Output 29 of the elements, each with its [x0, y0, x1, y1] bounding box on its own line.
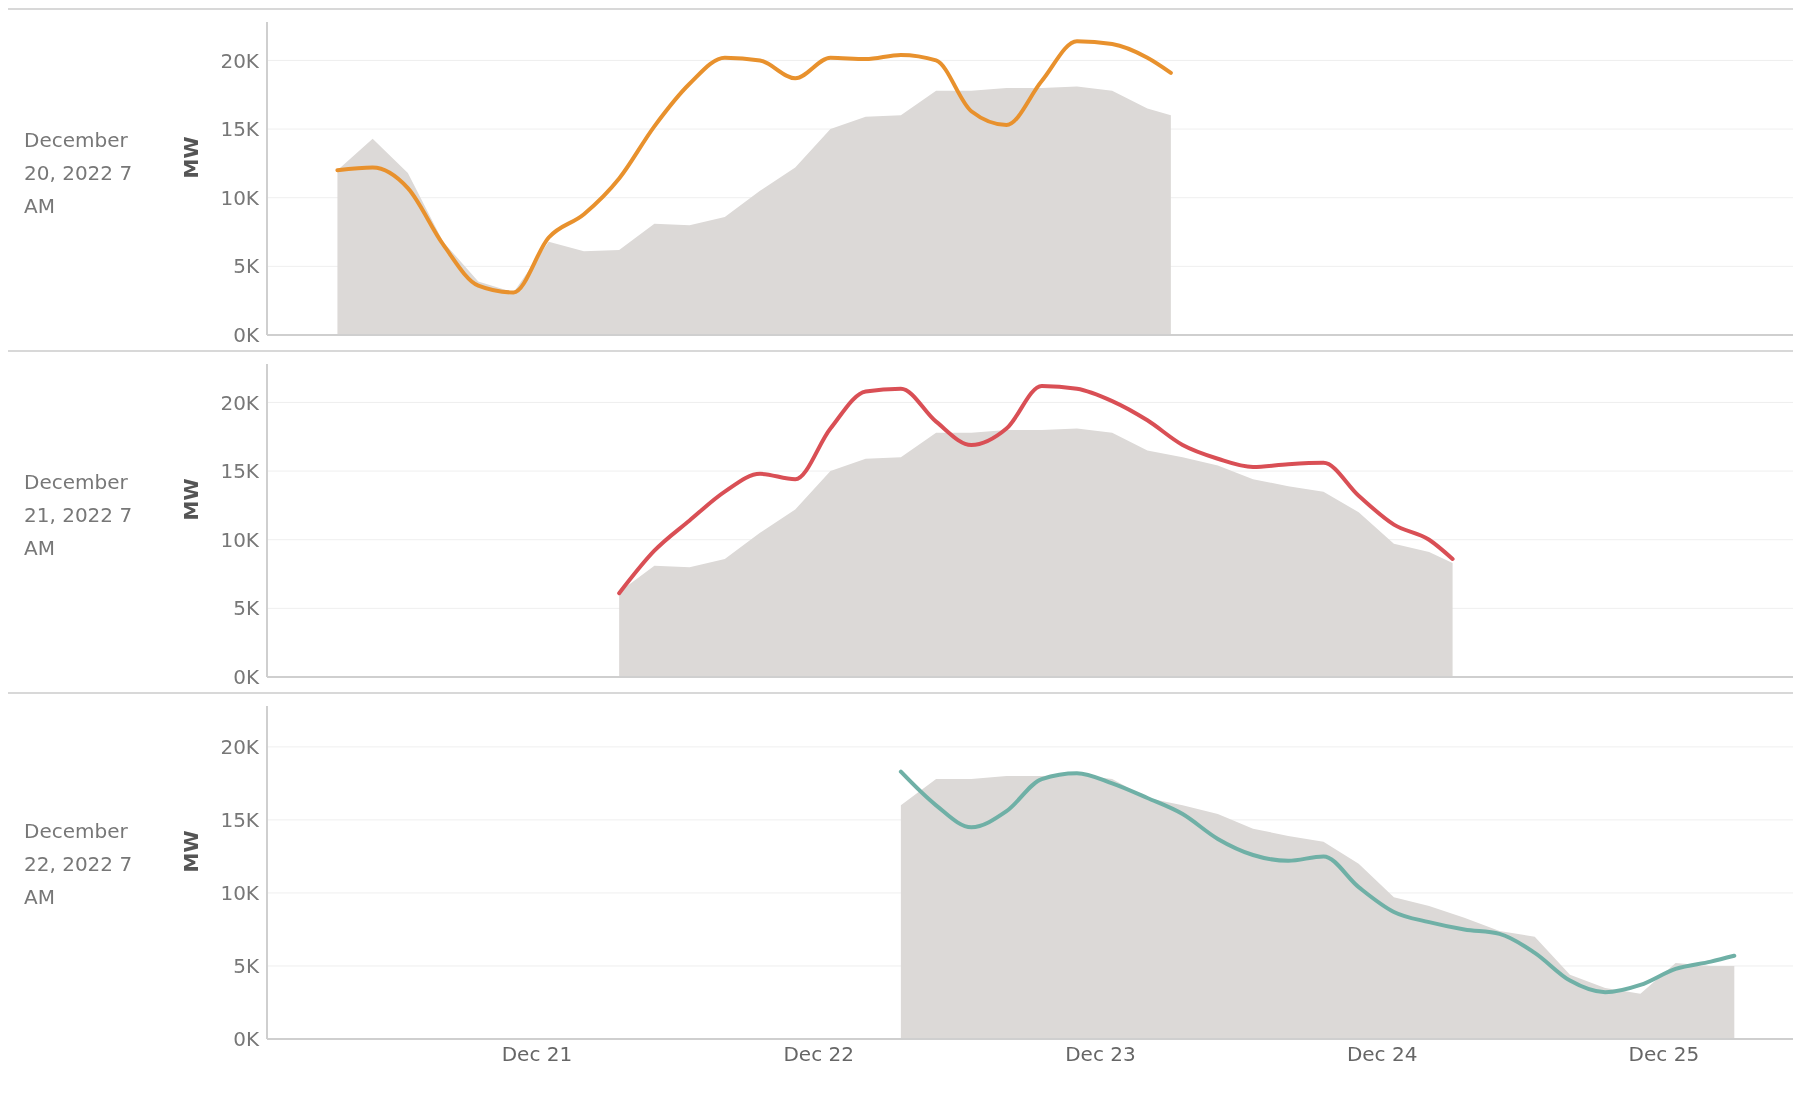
y-tick-label: 20K: [220, 48, 260, 73]
line-series: [335, 39, 1173, 295]
y-axis-title: MW: [179, 136, 204, 179]
text: December 21, 2022 7 AM: [24, 468, 134, 562]
x-tick-label: Dec 23: [1065, 1042, 1136, 1067]
y-tick-label: 10K: [220, 185, 260, 210]
y-tick-label: 10K: [220, 881, 260, 906]
y-tick-label: 10K: [220, 527, 260, 552]
y-tick-label: 5K: [233, 254, 260, 279]
y-tick-label: 0K: [233, 323, 260, 348]
y-tick-label: 20K: [220, 734, 260, 759]
y-tick-label: 15K: [220, 117, 260, 142]
x-tick-label: Dec 21: [501, 1042, 573, 1067]
y-tick-label: 20K: [220, 390, 260, 415]
x-tick-label: Dec 24: [1346, 1042, 1418, 1067]
y-tick-label: 5K: [233, 954, 260, 979]
y-tick-label: 15K: [220, 808, 260, 833]
x-tick-label: Dec 25: [1628, 1042, 1700, 1067]
y-axis-title: MW: [179, 478, 204, 521]
line-series: [617, 383, 1455, 596]
y-tick-label: 15K: [220, 459, 260, 484]
x-tick-label: Dec 22: [783, 1042, 854, 1067]
text: December 20, 2022 7 AM: [24, 126, 134, 220]
line-series: [898, 769, 1737, 995]
y-tick-label: 0K: [233, 665, 260, 690]
y-tick-label: 0K: [233, 1027, 260, 1052]
text: December 22, 2022 7 AM: [24, 817, 134, 911]
y-tick-label: 5K: [233, 596, 260, 621]
y-axis-title: MW: [179, 830, 204, 873]
